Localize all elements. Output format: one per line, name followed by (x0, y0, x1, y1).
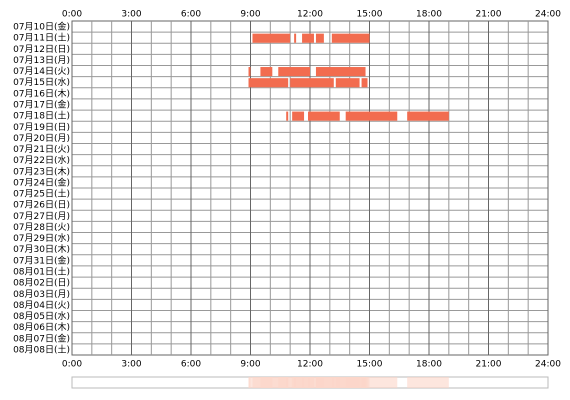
activity-bar (302, 33, 314, 43)
activity-bar (361, 78, 368, 88)
activity-bar (260, 67, 273, 77)
row-label: 07月13日(月) (13, 55, 70, 66)
row-label: 07月25日(土) (13, 188, 70, 200)
row-label: 07月10日(金) (13, 21, 70, 33)
activity-bar (315, 33, 324, 43)
x-tick-label-top: 24:00 (535, 10, 561, 20)
x-tick-label-bottom: 6:00 (181, 360, 201, 370)
activity-bar (407, 111, 449, 121)
row-label: 08月01日(土) (13, 266, 70, 278)
x-tick-label-bottom: 3:00 (121, 360, 141, 370)
row-label: 07月22日(水) (13, 154, 70, 166)
activity-bar (335, 78, 360, 88)
summary-segment (308, 377, 340, 388)
row-label: 07月14日(火) (13, 66, 70, 77)
row-label: 07月30日(木) (13, 243, 70, 255)
row-label: 08月05日(水) (13, 310, 70, 322)
row-label: 07月20日(月) (13, 133, 70, 144)
row-label: 07月29日(水) (13, 232, 70, 244)
row-label: 07月28日(火) (13, 222, 70, 233)
x-tick-label-bottom: 18:00 (416, 360, 442, 370)
x-tick-label-bottom: 24:00 (535, 360, 561, 370)
activity-bar (294, 33, 297, 43)
x-tick-label-top: 6:00 (181, 10, 201, 20)
activity-bar (248, 78, 289, 88)
activity-bar (345, 111, 398, 121)
activity-bar (248, 67, 251, 77)
row-label: 07月23日(木) (13, 165, 70, 177)
x-tick-label-top: 15:00 (357, 10, 383, 20)
summary-segment (286, 377, 289, 388)
activity-bar (308, 111, 340, 121)
x-tick-label-top: 0:00 (62, 10, 82, 20)
x-tick-label-bottom: 12:00 (297, 360, 323, 370)
row-label: 07月24日(金) (13, 176, 70, 188)
row-label: 07月11日(土) (13, 32, 70, 44)
summary-segment (248, 377, 289, 388)
x-tick-label-top: 3:00 (121, 10, 141, 20)
activity-bar (292, 111, 305, 121)
row-label: 08月08日(土) (13, 343, 70, 355)
row-label: 07月19日(日) (13, 122, 70, 133)
activity-bar (331, 33, 370, 43)
activity-bar (278, 67, 310, 77)
row-label: 08月07日(金) (13, 332, 70, 344)
row-label: 08月06日(木) (13, 321, 70, 333)
summary-segment (407, 377, 449, 388)
x-tick-label-bottom: 0:00 (62, 360, 82, 370)
row-label: 07月18日(土) (13, 110, 70, 122)
row-label: 07月27日(月) (13, 211, 70, 222)
row-label: 07月15日(水) (13, 76, 70, 88)
row-label: 08月03日(月) (13, 289, 70, 300)
row-label: 07月31日(金) (13, 254, 70, 266)
activity-bar (290, 78, 334, 88)
activity-bar (315, 67, 366, 77)
x-tick-label-top: 12:00 (297, 10, 323, 20)
summary-segment (345, 377, 398, 388)
activity-bar (252, 33, 291, 43)
row-label: 07月21日(火) (13, 144, 70, 155)
activity-bar (286, 111, 289, 121)
x-tick-label-bottom: 9:00 (240, 360, 260, 370)
x-tick-label-top: 9:00 (240, 10, 260, 20)
row-label: 08月04日(火) (13, 300, 70, 311)
x-tick-label-bottom: 15:00 (357, 360, 383, 370)
row-label: 07月26日(日) (13, 200, 70, 211)
row-label: 07月12日(日) (13, 44, 70, 55)
row-label: 07月16日(木) (13, 87, 70, 99)
x-tick-label-bottom: 21:00 (476, 360, 502, 370)
x-tick-label-top: 18:00 (416, 10, 442, 20)
summary-segment (292, 377, 305, 388)
row-label: 08月02日(日) (13, 278, 70, 289)
row-label: 07月17日(金) (13, 99, 70, 111)
x-tick-label-top: 21:00 (476, 10, 502, 20)
